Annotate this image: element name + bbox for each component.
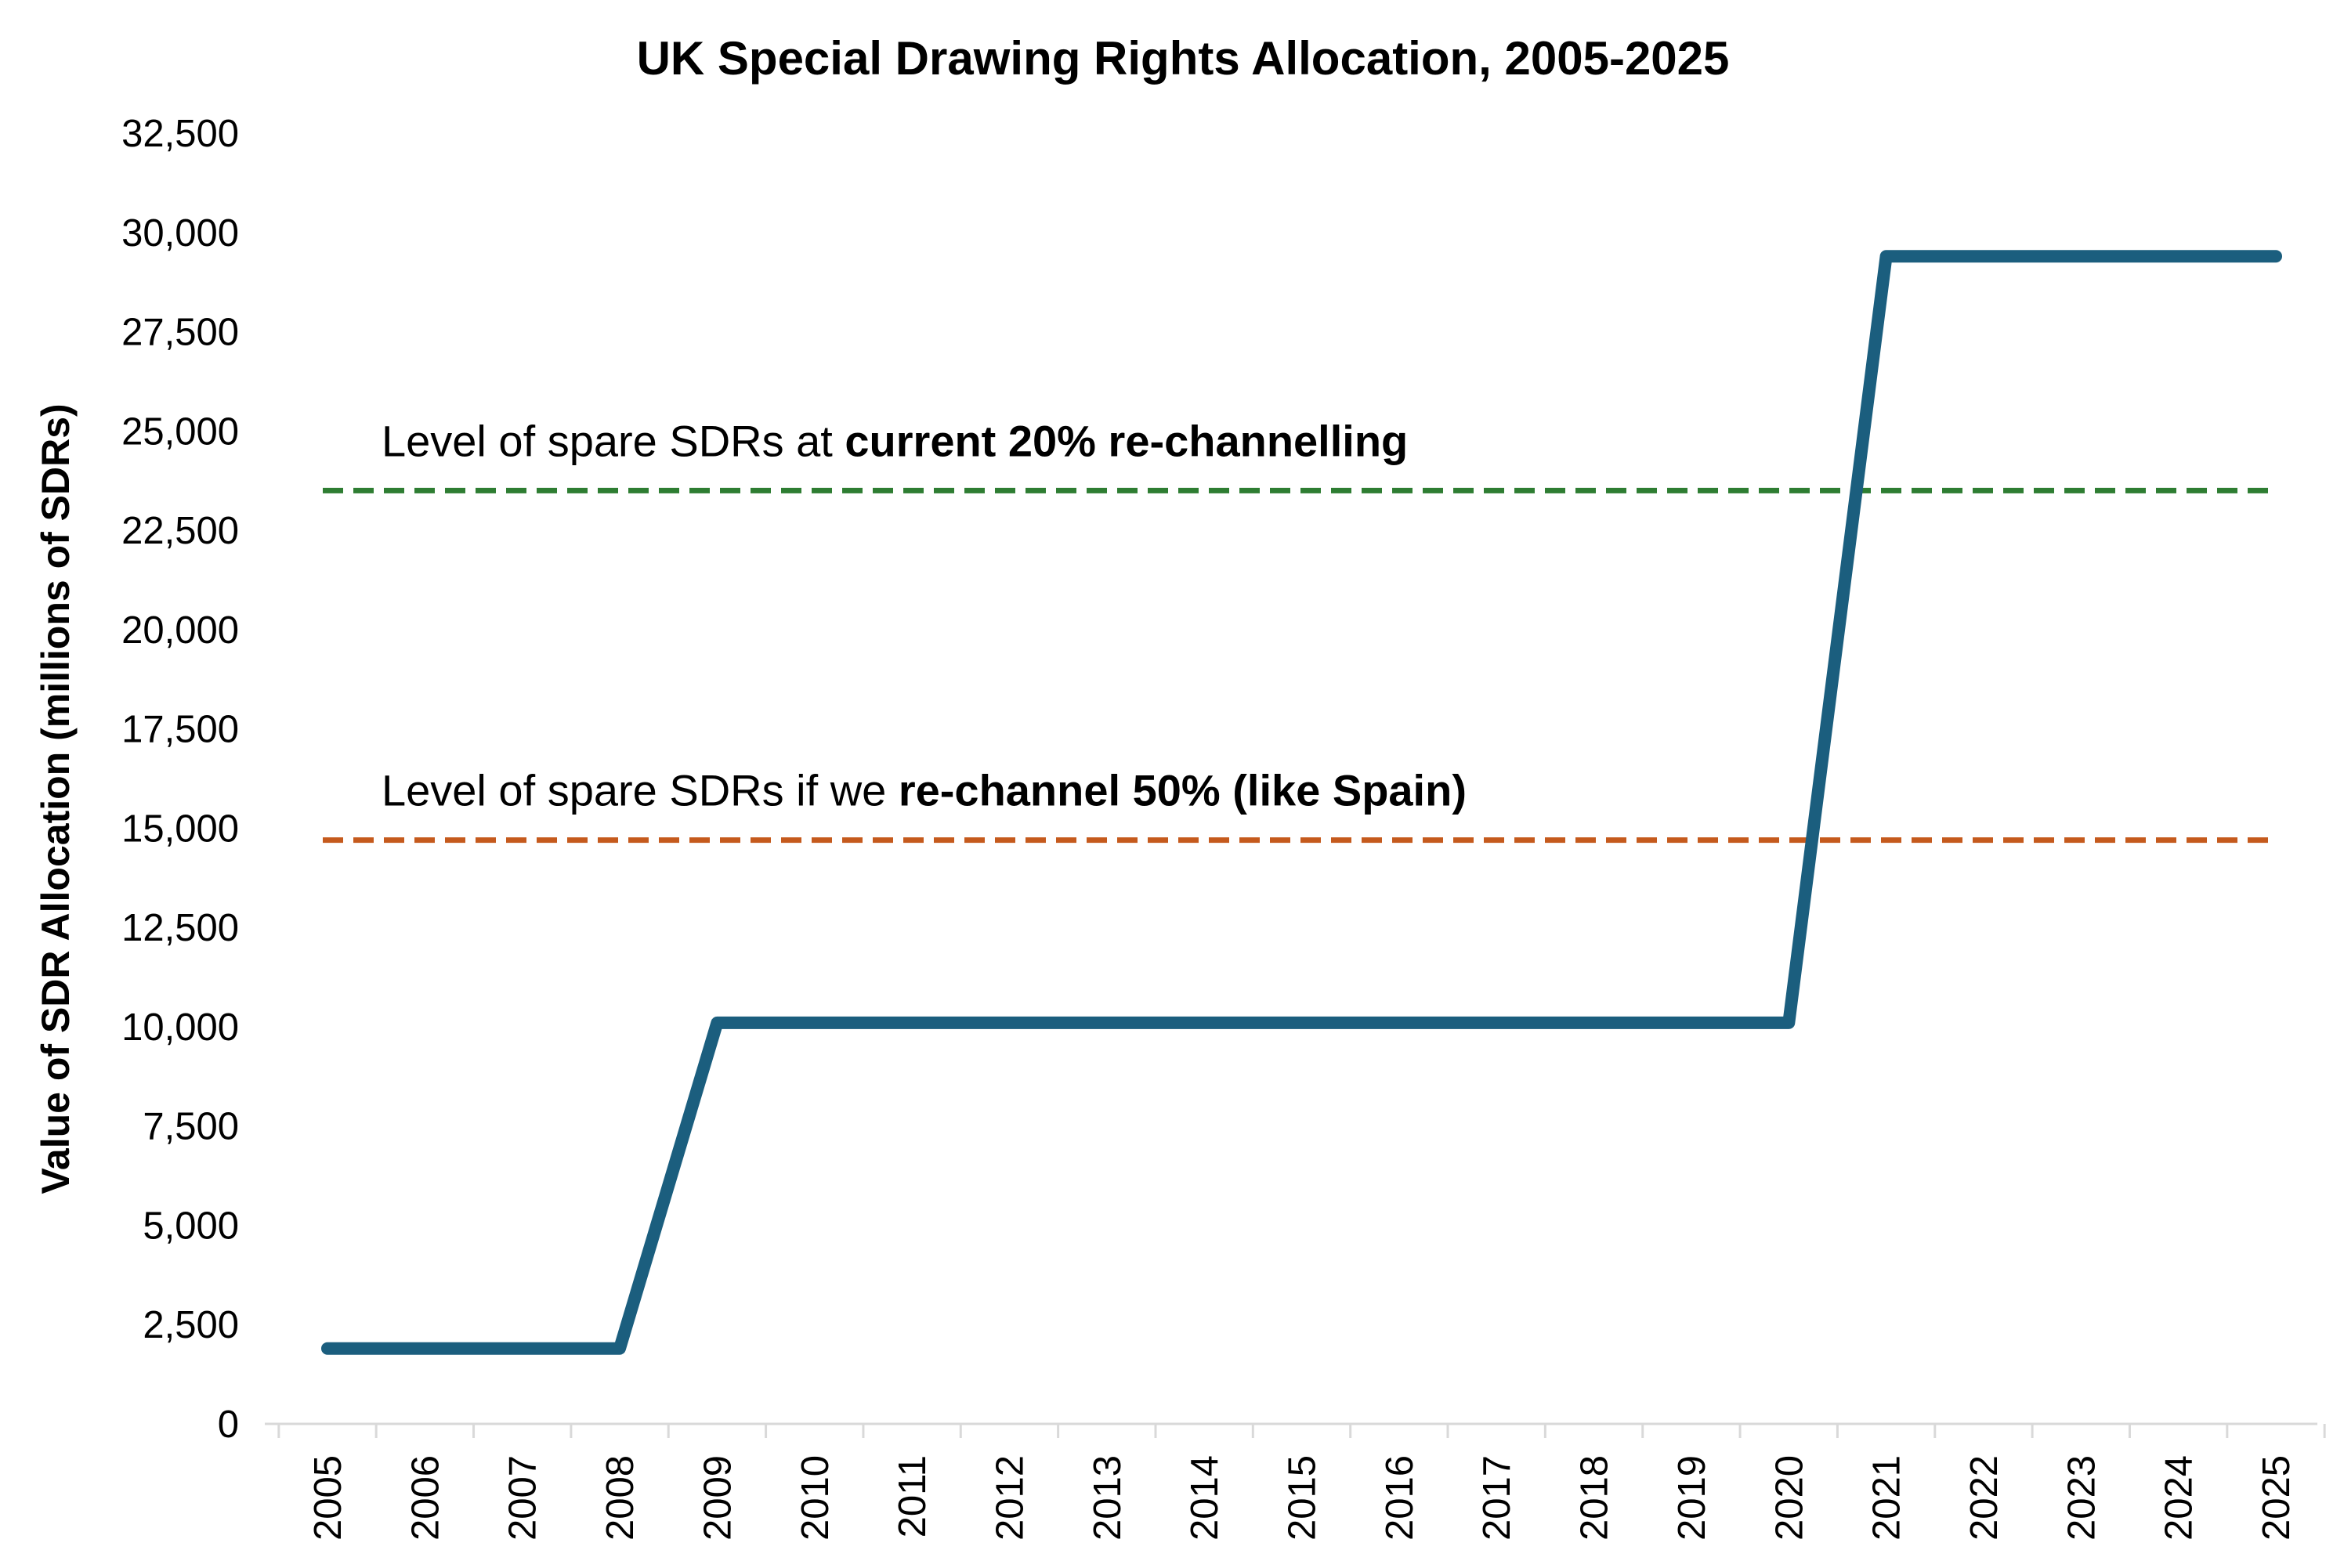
x-tick-label: 2008 bbox=[599, 1455, 642, 1541]
y-tick-label: 10,000 bbox=[121, 1006, 239, 1049]
x-tick-label: 2005 bbox=[307, 1455, 349, 1541]
y-tick-label: 27,500 bbox=[121, 312, 239, 354]
x-tick-label: 2022 bbox=[1963, 1455, 2006, 1541]
x-tick-label: 2024 bbox=[2158, 1455, 2201, 1541]
y-tick-label: 32,500 bbox=[121, 113, 239, 155]
x-tick-label: 2025 bbox=[2255, 1455, 2298, 1541]
x-tick-label: 2006 bbox=[404, 1455, 447, 1541]
y-tick-label: 5,000 bbox=[143, 1205, 239, 1247]
y-tick-label: 7,500 bbox=[143, 1106, 239, 1148]
x-axis: 2005 2006 2007 2008 2009 2010 2011 2012 2013 2014… bbox=[277, 1424, 2326, 1541]
reference-line-label: Level of spare SDRs at current 20% re-ch… bbox=[382, 416, 1408, 465]
y-tick-label: 30,000 bbox=[121, 212, 239, 255]
series-layer bbox=[321, 250, 2282, 1355]
y-axis: 0 2,500 5,000 7,500 10,000 12,500 15,000 17,500… bbox=[121, 113, 239, 1446]
x-tick-label: 2016 bbox=[1379, 1455, 1421, 1541]
series-line bbox=[321, 250, 2282, 1355]
x-tick-label: 2012 bbox=[989, 1455, 1031, 1541]
reference-line-label: Level of spare SDRs if we re-channel 50%… bbox=[382, 766, 1467, 815]
y-axis-label: Value of SDR Allocation (millions of SDR… bbox=[34, 403, 78, 1194]
y-tick-label: 20,000 bbox=[121, 609, 239, 652]
x-tick-label: 2021 bbox=[1866, 1455, 1908, 1541]
x-tick-label: 2010 bbox=[794, 1455, 837, 1541]
x-tick-label: 2017 bbox=[1476, 1455, 1518, 1541]
reference-line-label-normal: Level of spare SDRs at bbox=[382, 416, 845, 465]
y-tick-label: 25,000 bbox=[121, 410, 239, 453]
reference-lines: Level of spare SDRs at current 20% re-ch… bbox=[323, 416, 2276, 844]
x-tick-label: 2019 bbox=[1671, 1455, 1713, 1541]
y-tick-label: 15,000 bbox=[121, 807, 239, 850]
x-tick-label: 2009 bbox=[696, 1455, 739, 1541]
x-tick-label: 2015 bbox=[1282, 1455, 1324, 1541]
y-tick-label: 0 bbox=[218, 1404, 239, 1446]
x-tick-label: 2013 bbox=[1087, 1455, 1129, 1541]
reference-line-label-bold: current 20% re-channelling bbox=[845, 416, 1408, 465]
x-tick-label: 2007 bbox=[502, 1455, 544, 1541]
reference-line-label-normal: Level of spare SDRs if we bbox=[382, 766, 899, 815]
x-tick-label: 2011 bbox=[892, 1455, 934, 1537]
y-tick-label: 12,500 bbox=[121, 907, 239, 949]
x-tick-label: 2014 bbox=[1184, 1455, 1226, 1541]
y-tick-label: 17,500 bbox=[121, 709, 239, 751]
reference-line-label-bold: re-channel 50% (like Spain) bbox=[899, 766, 1467, 815]
x-tick-label: 2023 bbox=[2060, 1455, 2103, 1541]
x-tick-label: 2018 bbox=[1574, 1455, 1616, 1541]
chart-title: UK Special Drawing Rights Allocation, 20… bbox=[637, 32, 1730, 85]
y-tick-label: 22,500 bbox=[121, 510, 239, 552]
x-tick-label: 2020 bbox=[1768, 1455, 1810, 1541]
y-tick-label: 2,500 bbox=[143, 1304, 239, 1346]
